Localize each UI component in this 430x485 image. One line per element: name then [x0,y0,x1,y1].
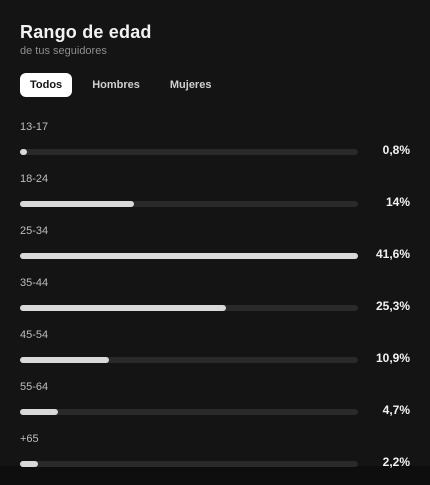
tab-todos[interactable]: Todos [20,73,73,97]
age-range-label: 45-54 [20,329,49,341]
age-row-45-54: 45-54 10,9% [20,329,410,381]
age-bar-fill [20,409,59,415]
age-percentage: 4,7% [382,403,410,417]
age-range-label: 18-24 [20,173,49,185]
age-bar-fill [20,253,358,259]
age-bar-fill [20,357,109,363]
age-bar-track [20,305,358,311]
tab-mujeres[interactable]: Mujeres [169,79,212,91]
age-bar-track [20,357,358,363]
age-percentage: 2,2% [382,455,410,469]
age-bar-fill [20,149,27,155]
age-bar-track [20,149,358,155]
age-row-13-17: 13-17 0,8% [20,121,410,173]
gender-tabs: Todos Hombres Mujeres [20,73,410,97]
age-bar-track [20,409,358,415]
age-percentage: 41,6% [375,247,410,261]
age-bar-fill [20,461,38,467]
age-bar-fill [20,201,134,207]
age-bar-fill [20,305,226,311]
age-range-label: 35-44 [20,277,49,289]
age-range-card: Rango de edad de tus seguidores Todos Ho… [20,22,410,469]
age-range-label: 25-34 [20,225,49,237]
age-range-label: +65 [20,433,39,445]
age-percentage: 0,8% [382,143,410,157]
age-range-label: 55-64 [20,381,49,393]
age-bar-track [20,461,358,467]
age-bar-track [20,201,358,207]
age-percentage: 14% [385,195,410,209]
age-row-55-64: 55-64 4,7% [20,381,410,433]
age-percentage: 10,9% [375,351,410,365]
age-row-35-44: 35-44 25,3% [20,277,410,329]
age-range-label: 13-17 [20,121,49,133]
age-percentage: 25,3% [375,299,410,313]
age-bar-track [20,253,358,259]
age-row-18-24: 18-24 14% [20,173,410,225]
card-subtitle: de tus seguidores [20,45,107,57]
card-title: Rango de edad [20,22,152,42]
tab-hombres[interactable]: Hombres [92,79,140,91]
age-row-25-34: 25-34 41,6% [20,225,410,277]
age-row-65-plus: +65 2,2% [20,433,410,485]
age-range-list: 13-17 0,8% 18-24 14% 25-34 41,6% 35-44 2… [20,121,410,485]
